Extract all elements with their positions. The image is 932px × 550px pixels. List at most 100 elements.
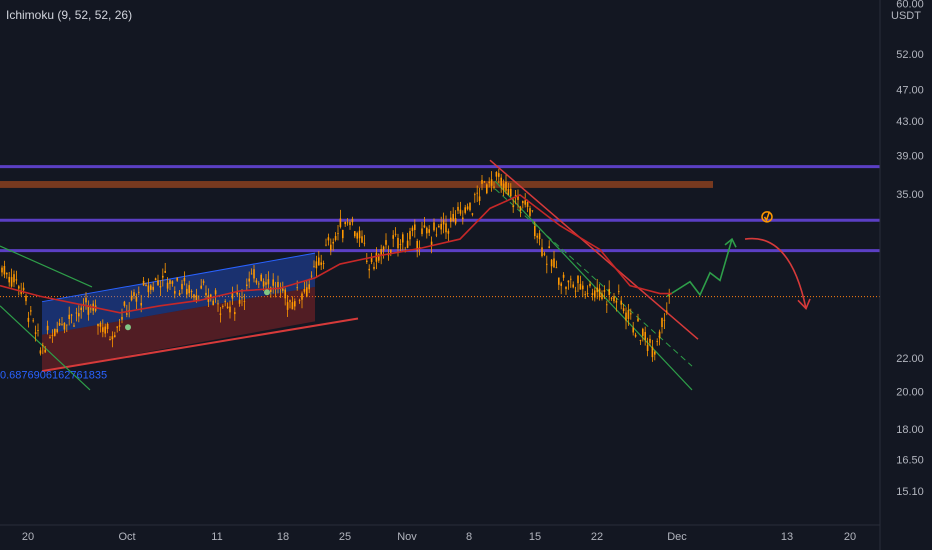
candle-body [87, 305, 90, 315]
candle-body [310, 275, 313, 277]
candle-body [224, 301, 226, 302]
candle-body [567, 280, 570, 283]
candle-body [406, 240, 409, 248]
candle-body [620, 300, 622, 305]
candle-body [543, 253, 546, 255]
candle-body [32, 320, 34, 322]
candle-body [210, 294, 212, 298]
projected-up-arrowhead [724, 237, 737, 248]
candle-body [582, 285, 584, 290]
candle-body [538, 233, 541, 240]
candle-body [464, 207, 466, 213]
candle-body [56, 329, 58, 333]
support-trendline[interactable] [41, 317, 359, 373]
candle-body [430, 241, 433, 246]
price-tick-label: 35.00 [896, 189, 924, 201]
candle-body [644, 331, 646, 340]
candle-body [20, 290, 22, 294]
candle-body [625, 312, 627, 321]
candle-body [291, 302, 294, 310]
candle-body [272, 279, 274, 286]
candle-body [646, 345, 649, 352]
candle-body [166, 282, 169, 289]
candle-body [147, 285, 150, 293]
candle-body [490, 179, 493, 186]
candle-body [106, 323, 109, 329]
candle-body [658, 331, 661, 339]
candle-body [164, 270, 166, 273]
candle-body [250, 273, 253, 275]
candle-body [339, 218, 342, 227]
candle-body [294, 301, 296, 307]
candle-body [577, 275, 579, 284]
candle-body [421, 228, 423, 235]
candle-body [90, 308, 92, 310]
price-tick-label: 43.00 [896, 116, 924, 128]
candle-body [426, 227, 428, 234]
candle-body [188, 285, 190, 294]
candle-body [193, 294, 195, 298]
candle-body [162, 275, 164, 278]
projected-up-path [666, 238, 733, 297]
candle-body [608, 288, 610, 296]
candle-body [630, 313, 632, 315]
price-tick-label: 20.00 [896, 387, 924, 399]
candle-body [373, 266, 375, 269]
candle-body [517, 195, 519, 200]
time-tick-label: 11 [211, 531, 222, 543]
candle-body [632, 327, 634, 333]
candle-body [613, 296, 615, 302]
candle-body [649, 338, 651, 343]
candle-body [440, 223, 442, 230]
candle-body [284, 289, 286, 299]
candle-body [1, 267, 3, 273]
candle-body [428, 229, 430, 233]
candle-body [262, 281, 265, 287]
candle-body [301, 293, 303, 300]
candle-body [313, 266, 315, 268]
candle-body [212, 300, 214, 306]
candle-body [349, 222, 351, 226]
price-scale[interactable] [880, 0, 932, 550]
signal-dot [125, 324, 131, 331]
time-tick-label: 8 [466, 531, 472, 543]
candle-body [54, 328, 56, 336]
candle-body [397, 237, 399, 249]
descending-channel-mid [494, 188, 693, 367]
candle-body [603, 290, 606, 292]
candle-body [346, 222, 349, 224]
candle-body [447, 230, 450, 234]
candle-body [286, 302, 289, 310]
indicator-legend[interactable]: Ichimoku (9, 52, 52, 26) [6, 8, 133, 22]
time-tick-label: 18 [277, 531, 289, 543]
candle-body [39, 350, 42, 354]
candle-body [157, 280, 159, 286]
candle-body [565, 286, 567, 289]
candle-body [366, 260, 368, 262]
candle-body [651, 346, 654, 358]
candle-body [322, 263, 325, 264]
candle-body [459, 209, 462, 214]
candle-body [13, 274, 15, 283]
candle-body [327, 237, 330, 241]
candle-body [534, 226, 536, 237]
candle-body [68, 314, 70, 320]
candle-body [318, 257, 320, 266]
candle-body [308, 284, 310, 290]
candle-body [435, 234, 438, 236]
candle-body [481, 179, 483, 184]
candle-body [601, 293, 603, 300]
candle-body [344, 222, 346, 225]
candle-body [354, 231, 356, 237]
alert-check-icon[interactable] [761, 211, 773, 223]
candle-body [265, 282, 267, 285]
candle-body [502, 183, 505, 191]
candle-body [656, 341, 658, 342]
price-tick-label: 39.00 [896, 151, 924, 163]
candle-body [200, 285, 202, 289]
candle-body [514, 194, 517, 196]
projected-down-path [744, 237, 807, 309]
candle-body [154, 278, 157, 281]
candle-body [121, 316, 123, 320]
